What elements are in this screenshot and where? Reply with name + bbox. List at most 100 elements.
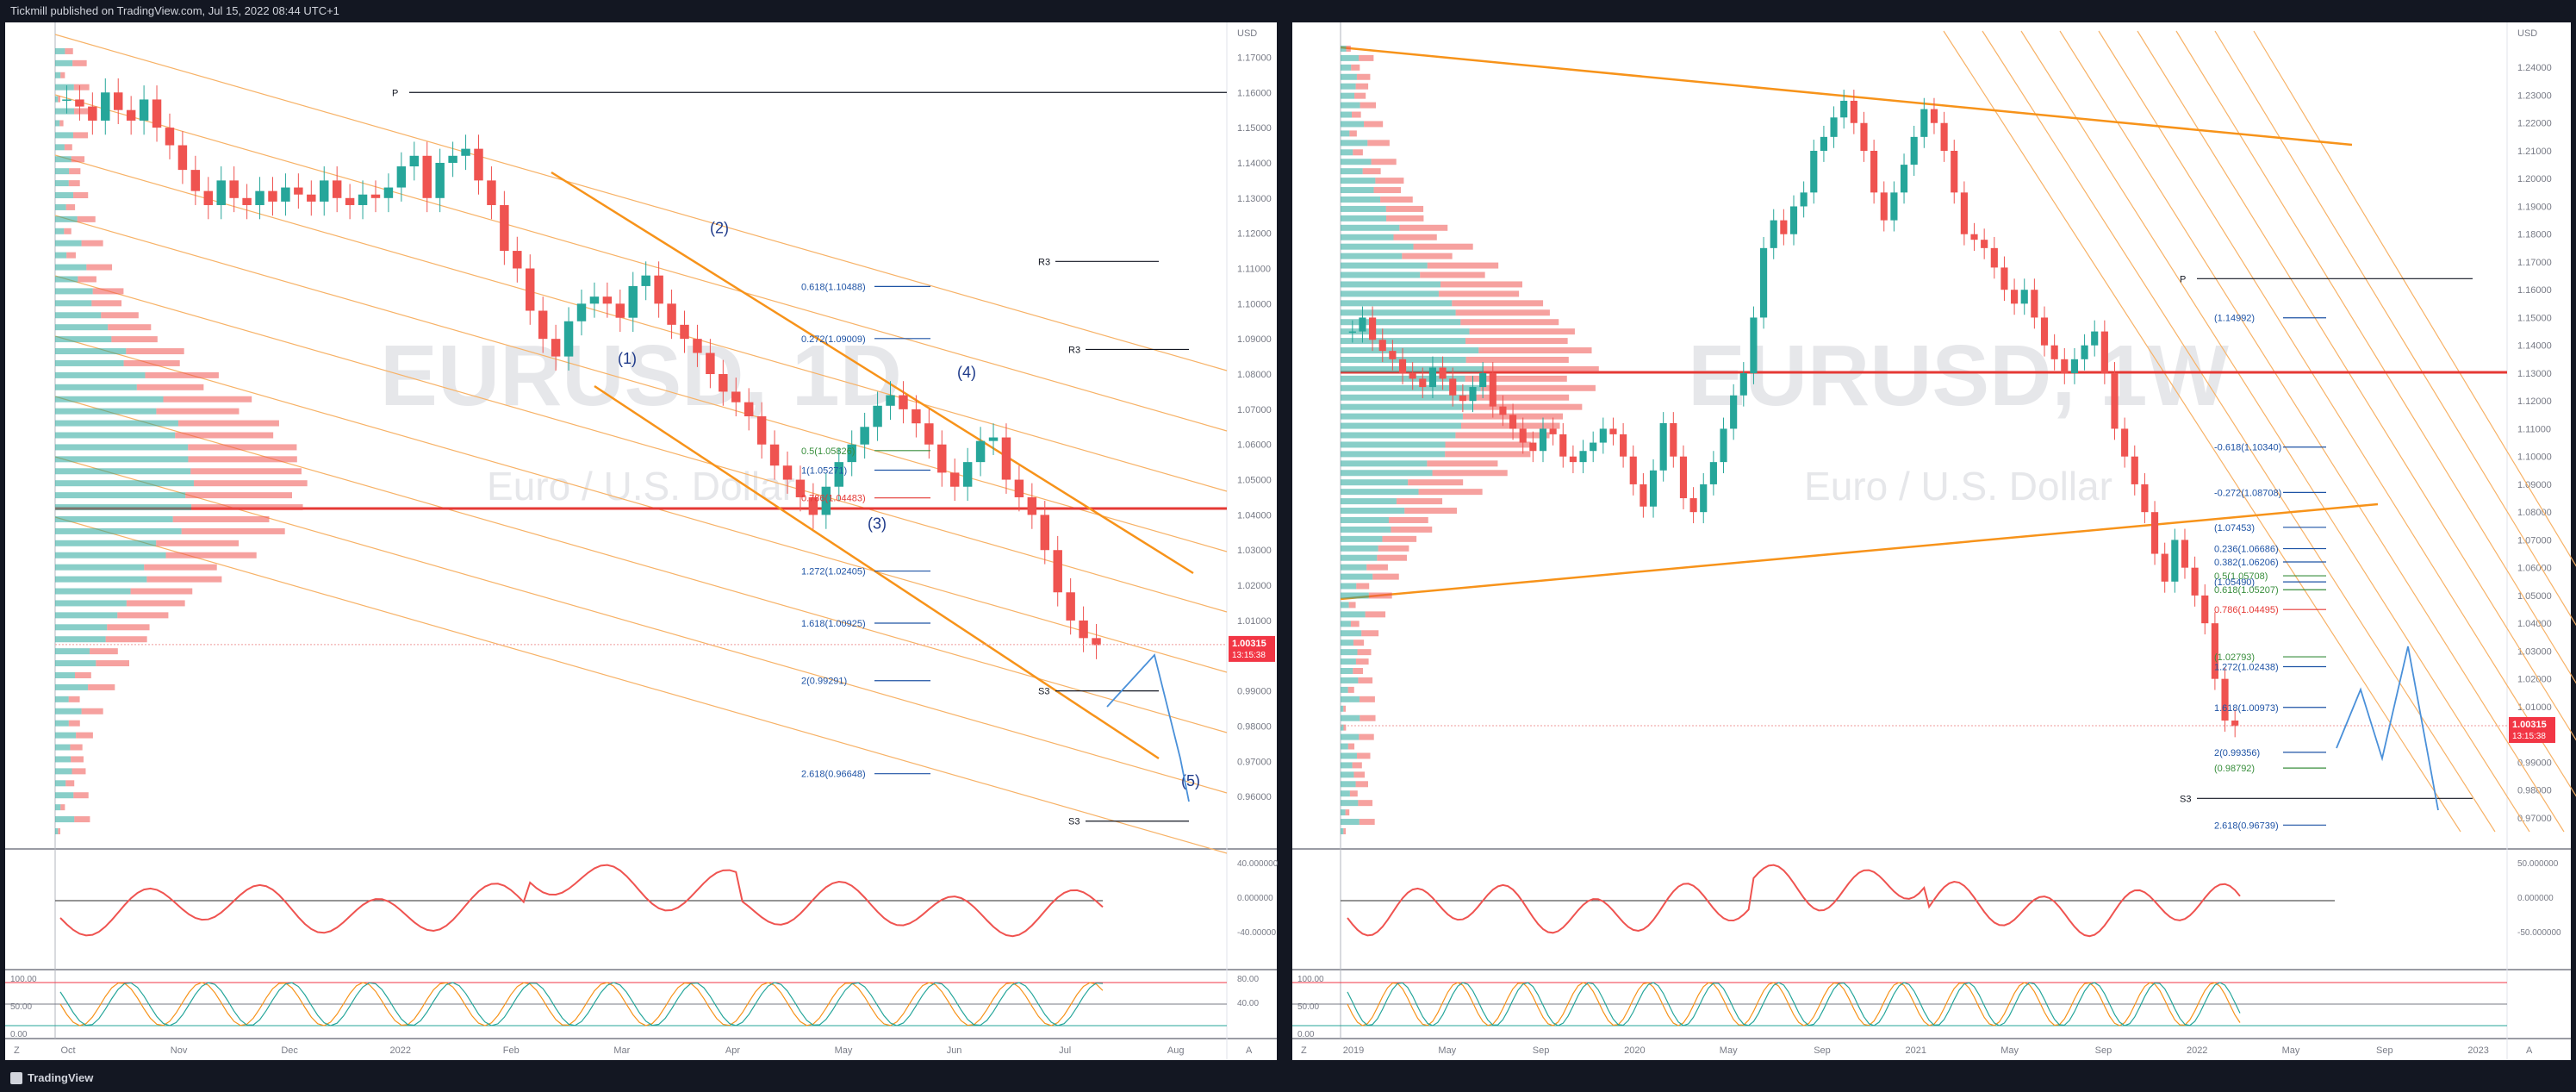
- volume-bar-buy: [1341, 422, 1462, 429]
- y-tick-label: 1.02000: [1237, 581, 1272, 591]
- volume-bar-buy: [1341, 762, 1353, 769]
- x-tick-label: 2022: [2187, 1045, 2207, 1056]
- corner-label-left: Z: [14, 1045, 20, 1056]
- candle-body: [294, 187, 303, 195]
- candle-body: [1970, 234, 1978, 240]
- candle-body: [1348, 331, 1356, 334]
- panel-background: [1292, 22, 2571, 1060]
- volume-bar-sell: [1480, 384, 1596, 391]
- candle-body: [1569, 456, 1577, 463]
- stochastic-pane: 100.00 50.00 0.00: [1292, 975, 2507, 1039]
- osc2-tick-label: 100.00: [10, 975, 37, 984]
- candle-body: [229, 180, 239, 198]
- y-tick-label: 1.15000: [2517, 313, 2552, 323]
- fib-level-label: 0.236(1.06686): [2214, 545, 2279, 555]
- volume-bar-buy: [1341, 102, 1360, 109]
- candle-body: [1930, 109, 1938, 123]
- volume-bar-buy: [1341, 159, 1372, 165]
- candle-body: [1640, 484, 1647, 507]
- x-tick-label: Sep: [1814, 1045, 1831, 1056]
- volume-bar-buy: [55, 156, 72, 163]
- volume-bar-buy: [1341, 752, 1357, 759]
- volume-bar-buy: [1341, 743, 1348, 750]
- y-tick-label: 1.06000: [2517, 564, 2552, 574]
- volume-bar-sell: [92, 288, 124, 295]
- candle-body: [2031, 290, 2038, 318]
- projection-path: [1106, 653, 1190, 802]
- fibonacci-levels: 0.618(1.10488) 0.272(1.09009) 0.5(1.05826)…: [801, 282, 930, 780]
- candle-body: [126, 109, 136, 121]
- candle-body: [975, 440, 986, 463]
- candle-body: [345, 197, 355, 205]
- candle-body: [1689, 498, 1697, 513]
- volume-bar-sell: [1351, 64, 1360, 71]
- candle-body: [1800, 192, 1808, 207]
- symbol-description-watermark: Euro / U.S. Dollar: [1804, 464, 2112, 509]
- volume-bar-buy: [1341, 554, 1378, 561]
- volume-bar-sell: [73, 192, 89, 199]
- candle-body: [731, 391, 741, 402]
- volume-bar-buy: [55, 168, 70, 175]
- volume-bar-buy: [55, 600, 127, 607]
- stochastic-d-line: [59, 982, 1104, 1026]
- candle-body: [1539, 428, 1547, 452]
- volume-bar-sell: [1353, 640, 1365, 646]
- volume-bar-sell: [1343, 828, 1346, 834]
- volume-bar-sell: [70, 744, 83, 751]
- y-tick-label: 1.22000: [2517, 119, 2552, 129]
- volume-bar-buy: [1341, 668, 1353, 675]
- candle-body: [1780, 220, 1788, 234]
- volume-bar-buy: [1341, 516, 1389, 523]
- candle-body: [2081, 345, 2088, 359]
- volume-bar-buy: [55, 756, 72, 763]
- x-tick-label: May: [835, 1045, 853, 1056]
- volume-bar-sell: [177, 420, 279, 427]
- osc2-tick-label: 50.00: [10, 1002, 32, 1012]
- candle-body: [589, 296, 600, 304]
- volume-bar-sell: [1413, 243, 1473, 250]
- candle-body: [1549, 428, 1557, 434]
- candle-body: [113, 92, 123, 110]
- candle-body: [924, 423, 934, 445]
- volume-bar-buy: [55, 564, 145, 571]
- oscillator-pane: 40.000000 0.000000 -40.00000: [55, 859, 1279, 938]
- volume-bar-buy: [55, 816, 75, 823]
- y-tick-label: 1.04000: [1237, 510, 1272, 521]
- candle-body: [1014, 479, 1024, 497]
- stochastic-pane: 100.00 50.00 0.00 80.00 40.00: [5, 975, 1259, 1039]
- channel-line: [54, 516, 1228, 854]
- candle-body: [1670, 422, 1677, 457]
- volume-bar-buy: [1341, 535, 1383, 542]
- y-tick-label: 1.23000: [2517, 90, 2552, 101]
- x-tick-label: May: [1720, 1045, 1738, 1056]
- y-tick-label: 1.24000: [2517, 63, 2552, 73]
- volume-bar-buy: [1341, 640, 1353, 646]
- volume-bar-buy: [1341, 215, 1387, 222]
- chart-panel-1: EURUSD, 1D Euro / U.S. Dollar USD 1.17000 1.…: [5, 22, 1279, 1060]
- candle-body: [1489, 372, 1496, 407]
- y-tick-label: 1.02000: [2517, 675, 2552, 685]
- candle-body: [1066, 592, 1075, 621]
- candle-body: [2111, 372, 2119, 429]
- volume-bar-buy: [1341, 790, 1350, 797]
- volume-bar-sell: [1362, 168, 1381, 175]
- osc1-tick-label: 0.000000: [1237, 894, 1273, 903]
- candle-body: [2201, 595, 2209, 624]
- volume-bar-sell: [74, 671, 91, 678]
- osc1-tick-label: 50.000000: [2517, 859, 2559, 869]
- candle-body: [2131, 456, 2138, 484]
- osc2-tick-label: 100.00: [1297, 975, 1324, 984]
- fib-level-label: 2.618(0.96739): [2214, 821, 2279, 831]
- x-tick-label: Feb: [503, 1045, 520, 1056]
- volume-bar-sell: [1357, 649, 1372, 656]
- last-price-badge: [2509, 716, 2555, 743]
- volume-bar-sell: [1375, 178, 1404, 184]
- volume-bar-buy: [55, 192, 74, 199]
- volume-bar-sell: [72, 132, 89, 139]
- volume-bar-buy: [1341, 714, 1360, 721]
- volume-bar-buy: [55, 624, 108, 631]
- y-tick-label: 1.11000: [1237, 264, 1271, 274]
- volume-bar-buy: [55, 456, 189, 463]
- volume-bar-buy: [55, 47, 65, 54]
